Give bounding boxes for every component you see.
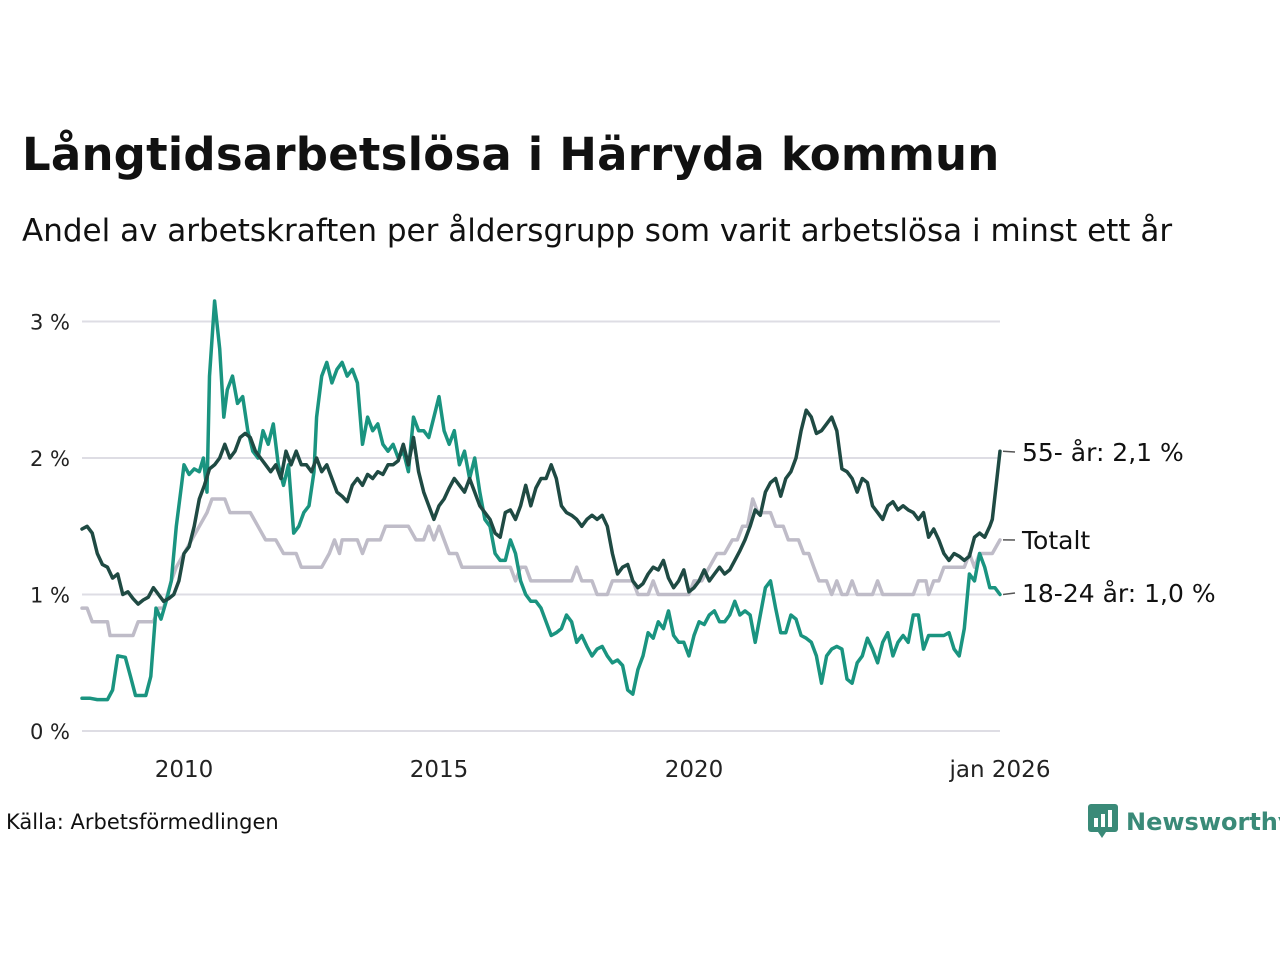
series-line-totalt bbox=[80, 497, 1002, 638]
x-tick-label: 2010 bbox=[155, 757, 214, 783]
brand-name: Newsworthy bbox=[1126, 808, 1280, 836]
y-tick-label: 1 % bbox=[30, 584, 70, 608]
x-tick-label: 2020 bbox=[665, 757, 724, 783]
newsworthy-logo-icon bbox=[1088, 804, 1118, 838]
y-axis-ticks: 0 % 1 % 2 % 3 % bbox=[30, 311, 70, 745]
x-tick-label: 2015 bbox=[410, 757, 469, 783]
series-line-55-r bbox=[80, 408, 1002, 606]
series-lines bbox=[80, 299, 1002, 702]
series-label: Totalt bbox=[1021, 526, 1090, 555]
x-tick-label: jan 2026 bbox=[949, 757, 1051, 783]
series-label: 55- år: 2,1 % bbox=[1022, 438, 1184, 467]
y-tick-label: 3 % bbox=[30, 311, 70, 335]
series-line-18-24-r bbox=[80, 299, 1002, 702]
source-note: Källa: Arbetsförmedlingen bbox=[6, 810, 279, 834]
brand-logo: Newsworthy bbox=[1088, 804, 1280, 840]
y-tick-label: 0 % bbox=[30, 720, 70, 744]
series-labels: Totalt 18-24 år: 1,0 % 55- år: 2,1 % bbox=[1002, 438, 1216, 608]
label-connector bbox=[1002, 592, 1016, 596]
label-connector bbox=[1002, 450, 1016, 453]
chart-subtitle: Andel av arbetskraften per åldersgrupp s… bbox=[22, 213, 1173, 249]
chart-title: Långtidsarbetslösa i Härryda kommun bbox=[22, 128, 1000, 181]
series-label: 18-24 år: 1,0 % bbox=[1022, 579, 1216, 608]
y-tick-label: 2 % bbox=[30, 447, 70, 471]
x-axis-ticks: 2010 2015 2020 jan 2026 bbox=[155, 757, 1051, 783]
gridlines bbox=[82, 320, 1000, 732]
